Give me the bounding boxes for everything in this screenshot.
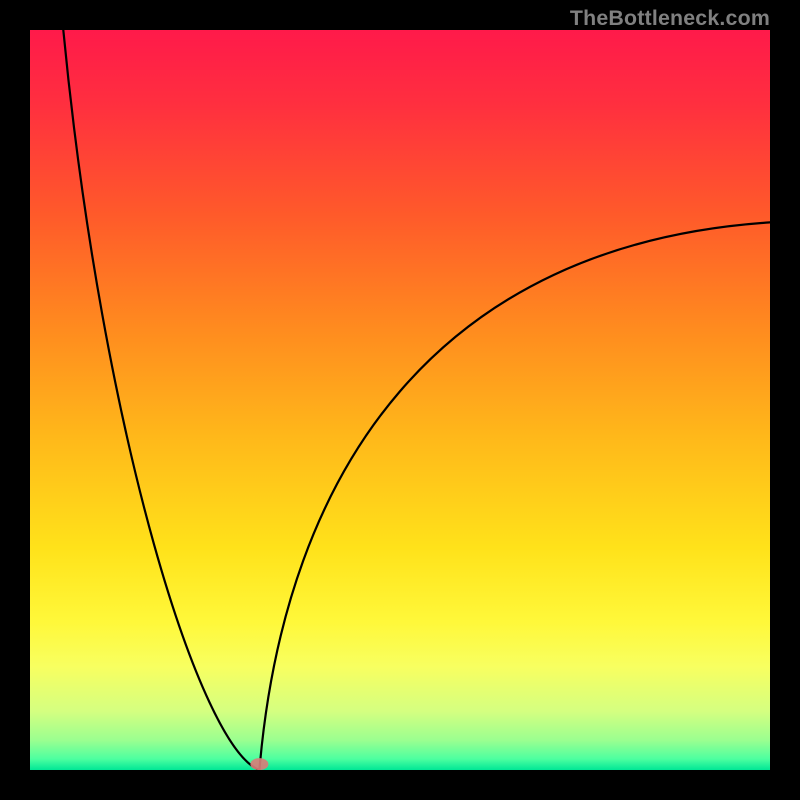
bottleneck-curve xyxy=(30,30,770,770)
minimum-marker xyxy=(250,758,268,770)
plot-area xyxy=(30,30,770,770)
watermark-text: TheBottleneck.com xyxy=(570,6,770,31)
chart-frame: TheBottleneck.com xyxy=(0,0,800,800)
